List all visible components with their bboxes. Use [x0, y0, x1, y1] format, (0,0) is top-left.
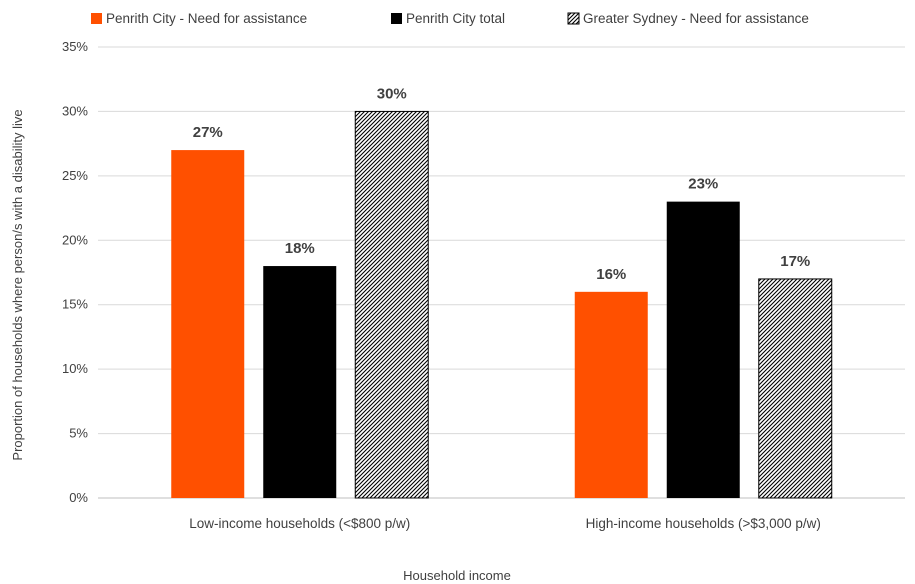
y-axis-title: Proportion of households where person/s … [10, 109, 25, 460]
y-tick-label: 5% [69, 426, 88, 441]
legend-swatch [91, 13, 102, 24]
bar [574, 291, 648, 498]
bar [758, 278, 833, 499]
data-labels: 27% 18% 30% 16% 23% 17% [193, 85, 811, 282]
legend-label: Greater Sydney - Need for assistance [583, 11, 809, 26]
y-tick-label: 25% [62, 168, 88, 183]
bar [666, 201, 740, 498]
data-label: 16% [596, 266, 626, 283]
data-label: 17% [780, 253, 810, 270]
legend-swatch [567, 12, 580, 25]
y-tick-label: 10% [62, 361, 88, 376]
legend: Penrith City - Need for assistance Penrit… [91, 11, 809, 26]
y-tick-label: 30% [62, 103, 88, 118]
y-tick-label: 20% [62, 232, 88, 247]
legend-swatch [391, 13, 402, 24]
data-label: 30% [377, 85, 407, 102]
x-category-label: Low-income households (<$800 p/w) [189, 516, 410, 531]
legend-label: Penrith City - Need for assistance [106, 11, 307, 26]
y-tick-label: 15% [62, 297, 88, 312]
y-axis-ticks: 0% 5% 10% 15% 20% 25% 30% 35% [62, 39, 88, 505]
x-axis-title: Household income [403, 568, 511, 583]
data-label: 23% [688, 176, 718, 193]
x-axis-categories: Low-income households (<$800 p/w) High-in… [189, 516, 821, 531]
data-label: 27% [193, 124, 223, 141]
x-category-label: High-income households (>$3,000 p/w) [586, 516, 821, 531]
bar [263, 266, 337, 498]
bars [171, 110, 833, 499]
bar [354, 110, 429, 499]
y-tick-label: 35% [62, 39, 88, 54]
data-label: 18% [285, 240, 315, 257]
legend-label: Penrith City total [406, 11, 505, 26]
bar [171, 150, 245, 499]
y-tick-label: 0% [69, 490, 88, 505]
